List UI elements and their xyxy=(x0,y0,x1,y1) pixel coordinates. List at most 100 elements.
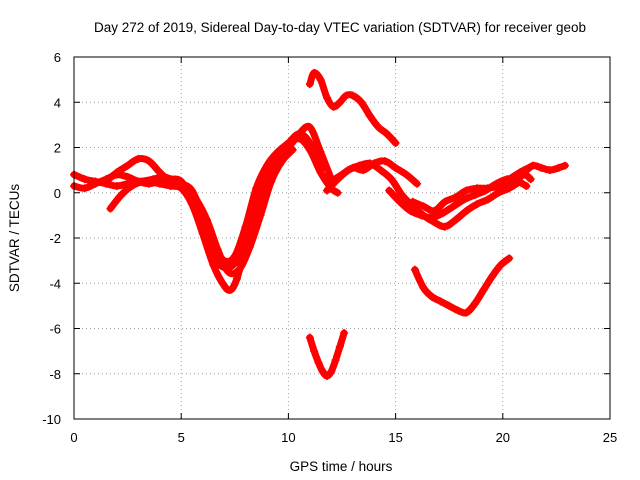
y-tick-label: 4 xyxy=(54,95,61,110)
data-point-marker xyxy=(370,159,379,168)
data-point-marker xyxy=(340,329,349,338)
data-point-marker xyxy=(453,306,462,315)
data-point-marker xyxy=(273,150,282,159)
y-tick-label: -4 xyxy=(49,276,61,291)
data-point-marker xyxy=(462,308,471,317)
data-point-marker xyxy=(419,283,428,292)
data-point-marker xyxy=(335,342,344,351)
data-point-marker xyxy=(112,181,121,190)
series-track-i xyxy=(305,68,400,147)
data-point-marker xyxy=(554,163,563,172)
data-point-marker xyxy=(436,297,445,306)
data-point-marker xyxy=(494,188,503,197)
grid xyxy=(74,57,610,419)
data-point-marker xyxy=(488,272,497,281)
data-point-marker xyxy=(318,367,327,376)
data-point-marker xyxy=(496,261,505,270)
data-point-marker xyxy=(365,111,374,120)
data-point-marker xyxy=(451,193,460,202)
data-point-marker xyxy=(123,172,132,181)
data-point-marker xyxy=(357,98,366,107)
series-track-k xyxy=(410,254,514,317)
data-point-marker xyxy=(322,372,331,381)
data-point-marker xyxy=(520,170,529,179)
data-point-marker xyxy=(460,195,469,204)
data-point-marker xyxy=(316,148,325,157)
data-point-marker xyxy=(537,163,546,172)
data-point-marker xyxy=(314,358,323,367)
data-point-marker xyxy=(380,157,389,166)
data-point-marker xyxy=(138,177,147,186)
data-point-marker xyxy=(522,181,531,190)
data-point-marker xyxy=(348,91,357,100)
data-point-marker xyxy=(80,175,89,184)
data-point-marker xyxy=(145,157,154,166)
data-point-marker xyxy=(331,356,340,365)
data-point-marker xyxy=(428,213,437,222)
series-track-m xyxy=(498,170,535,193)
data-point-marker xyxy=(123,161,132,170)
data-point-marker xyxy=(316,75,325,84)
data-point-marker xyxy=(449,202,458,211)
data-point-marker xyxy=(385,186,394,195)
data-point-marker xyxy=(402,170,411,179)
data-point-marker xyxy=(322,93,331,102)
data-point-marker xyxy=(451,215,460,224)
y-axis-label: SDTVAR / TECUs xyxy=(7,184,22,293)
data-point-marker xyxy=(91,179,100,188)
data-point-marker xyxy=(376,166,385,175)
x-tick-label: 10 xyxy=(281,430,295,445)
data-point-marker xyxy=(117,191,126,200)
data-point-marker xyxy=(391,163,400,172)
data-point-marker xyxy=(492,179,501,188)
data-point-marker xyxy=(462,206,471,215)
data-point-marker xyxy=(256,211,265,220)
data-point-marker xyxy=(438,209,447,218)
data-point-marker xyxy=(348,163,357,172)
data-point-marker xyxy=(445,301,454,310)
data-point-marker xyxy=(428,292,437,301)
data-point-marker xyxy=(359,166,368,175)
data-point-marker xyxy=(387,175,396,184)
series-trace xyxy=(102,122,335,266)
data-point-marker xyxy=(305,123,314,132)
data-point-marker xyxy=(440,222,449,231)
x-tick-label: 0 xyxy=(70,430,77,445)
data-point-marker xyxy=(395,197,404,206)
data-point-marker xyxy=(160,172,169,181)
data-point-marker xyxy=(440,197,449,206)
data-point-marker xyxy=(170,177,179,186)
data-point-marker xyxy=(127,181,136,190)
data-point-marker xyxy=(419,202,428,211)
data-point-marker xyxy=(398,191,407,200)
x-tick-label: 5 xyxy=(178,430,185,445)
y-tick-label: -10 xyxy=(42,412,61,427)
data-point-marker xyxy=(232,274,241,283)
data-point-marker xyxy=(509,177,518,186)
data-point-marker xyxy=(305,80,314,89)
data-point-marker xyxy=(102,177,111,186)
data-point-marker xyxy=(470,191,479,200)
y-tick-label: -8 xyxy=(49,367,61,382)
data-point-marker xyxy=(106,204,115,213)
data-point-marker xyxy=(528,161,537,170)
y-tick-label: -6 xyxy=(49,322,61,337)
data-point-marker xyxy=(333,188,342,197)
x-tick-label: 20 xyxy=(496,430,510,445)
y-tick-label: 6 xyxy=(54,50,61,65)
data-point-marker xyxy=(406,206,415,215)
data-point-marker xyxy=(134,154,143,163)
data-point-marker xyxy=(335,98,344,107)
data-point-marker xyxy=(316,166,325,175)
data-point-marker xyxy=(417,211,426,220)
data-point-marker xyxy=(224,267,233,276)
data-point-marker xyxy=(267,177,276,186)
data-point-marker xyxy=(470,299,479,308)
data-point-marker xyxy=(327,177,336,186)
chart-title: Day 272 of 2019, Sidereal Day-to-day VTE… xyxy=(94,20,586,35)
data-point-marker xyxy=(322,186,331,195)
data-point-marker xyxy=(526,175,535,184)
series-trace xyxy=(411,254,513,317)
data-point-marker xyxy=(241,222,250,231)
